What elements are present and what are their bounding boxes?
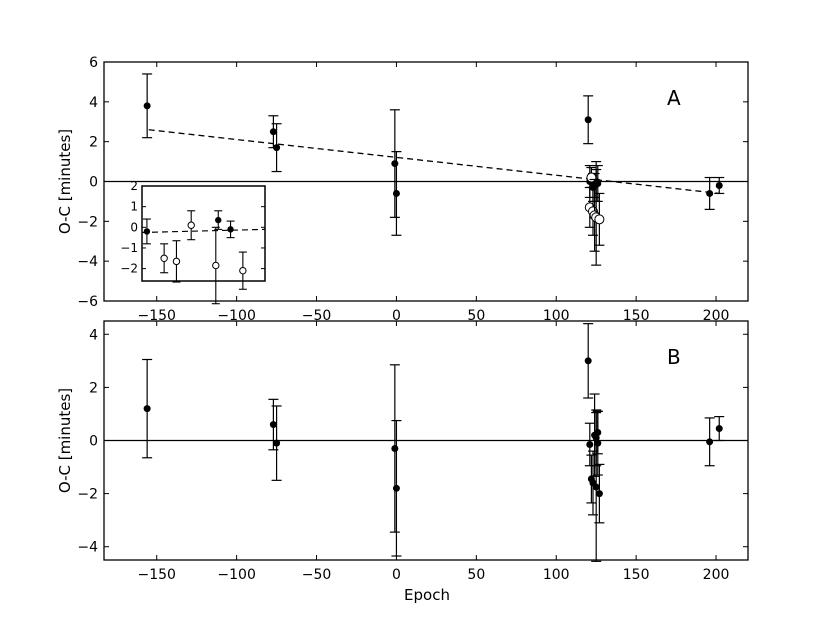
data-point (391, 444, 399, 452)
inset-plot: −2 −1 0 1 2 (120, 179, 266, 305)
inset-point (227, 226, 234, 233)
inset-y-tick-label: 1 (130, 200, 138, 214)
data-point (715, 181, 723, 189)
x-tick-label: 0 (392, 308, 401, 324)
x-axis-label: Epoch (404, 586, 450, 604)
panel-b: −150 −100 −50 0 50 100 150 200 −4 −2 0 2 4 O-C [minut… (56, 320, 749, 583)
y-tick-label: −6 (77, 294, 98, 310)
data-point (143, 405, 151, 413)
inset-fit-line (141, 228, 266, 234)
y-tick-label: −2 (77, 487, 98, 503)
x-tick-label: 50 (467, 567, 485, 583)
data-point (706, 189, 714, 197)
x-tick-label: −50 (302, 567, 332, 583)
inset-y-tick-label: 2 (130, 179, 138, 193)
x-tick-label: 200 (703, 567, 730, 583)
y-tick-label: 0 (89, 434, 98, 450)
inset-point-open (212, 261, 220, 270)
data-point (392, 189, 400, 197)
inset-y-tick-label: −2 (120, 262, 138, 276)
x-tick-label: 100 (543, 567, 570, 583)
data-point (143, 102, 151, 110)
data-point (586, 440, 594, 448)
x-tick-label: 150 (623, 567, 650, 583)
inset-point-open (172, 257, 181, 266)
x-tick-label: 150 (623, 308, 650, 324)
data-point (273, 439, 281, 447)
inset-y-tick-label: 0 (130, 220, 138, 234)
y-tick-label: 4 (89, 95, 98, 111)
data-point (706, 438, 714, 446)
y-axis-label: O-C [minutes] (56, 129, 74, 234)
panel-label: A (667, 86, 681, 110)
data-point (269, 128, 277, 136)
panel-a: −150 −100 −50 0 50 100 150 200 −6 −4 −2 0 2 4 6 O-C [mi… (56, 55, 749, 324)
panel-label: B (667, 345, 681, 369)
x-tick-label: −50 (302, 308, 332, 324)
x-tick-label: −100 (217, 308, 255, 324)
x-tick-label: −150 (138, 308, 176, 324)
y-tick-label: −2 (77, 214, 98, 230)
data-point (594, 179, 602, 187)
y-tick-label: −4 (77, 540, 98, 556)
data-point (584, 116, 592, 124)
data-point (273, 144, 281, 152)
inset-point-open (187, 221, 195, 229)
data-point (392, 484, 400, 492)
data-point (391, 160, 399, 168)
y-tick-label: 2 (89, 135, 98, 151)
data-point (715, 425, 723, 433)
y-tick-label: −4 (77, 254, 98, 270)
inset-y-tick-label: −1 (120, 241, 138, 255)
x-tick-label: 200 (703, 308, 730, 324)
y-tick-label: 0 (89, 175, 98, 191)
data-point (595, 490, 603, 498)
x-tick-label: −100 (217, 567, 255, 583)
x-tick-label: 100 (543, 308, 570, 324)
y-tick-label: 2 (89, 380, 98, 396)
inset-background (142, 186, 265, 281)
fit-line (148, 129, 720, 195)
data-point (584, 357, 592, 365)
data-point-open (594, 214, 605, 225)
inset-point (215, 216, 222, 224)
inset-point-open (160, 254, 168, 262)
data-point (592, 483, 600, 491)
y-axis-label: O-C [minutes] (56, 388, 74, 493)
data-point (269, 421, 277, 429)
inset-point (143, 228, 151, 235)
y-tick-label: 6 (89, 55, 98, 71)
plot-frame (103, 61, 749, 302)
x-tick-label: 50 (467, 308, 485, 324)
plot-frame (103, 320, 749, 561)
y-tick-label: 4 (89, 327, 98, 343)
x-tick-label: −150 (138, 567, 176, 583)
x-tick-label: 0 (392, 567, 401, 583)
inset-point-open (239, 266, 247, 275)
inset-frame (141, 185, 266, 282)
data-point (594, 429, 602, 437)
